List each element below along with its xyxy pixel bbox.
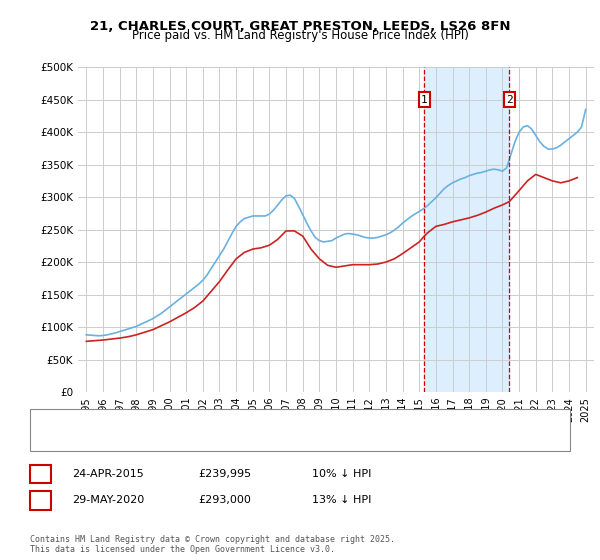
Text: £293,000: £293,000 [198,496,251,505]
Text: 1: 1 [421,95,428,105]
Text: Price paid vs. HM Land Registry's House Price Index (HPI): Price paid vs. HM Land Registry's House … [131,29,469,42]
Text: £239,995: £239,995 [198,469,251,479]
Text: Contains HM Land Registry data © Crown copyright and database right 2025.
This d: Contains HM Land Registry data © Crown c… [30,535,395,554]
Text: 29-MAY-2020: 29-MAY-2020 [72,496,144,505]
Text: 2: 2 [506,95,512,105]
Text: HPI: Average price, detached house, Leeds: HPI: Average price, detached house, Leed… [75,434,298,444]
Text: 13% ↓ HPI: 13% ↓ HPI [312,496,371,505]
Bar [424,67,509,392]
Text: ——: —— [48,432,63,446]
Text: ——: —— [48,414,63,427]
Text: 24-APR-2015: 24-APR-2015 [72,469,144,479]
Text: 21, CHARLES COURT, GREAT PRESTON, LEEDS, LS26 8FN: 21, CHARLES COURT, GREAT PRESTON, LEEDS,… [90,20,510,32]
Text: 1: 1 [37,469,44,479]
Text: 10% ↓ HPI: 10% ↓ HPI [312,469,371,479]
Text: 21, CHARLES COURT, GREAT PRESTON, LEEDS, LS26 8FN (detached house): 21, CHARLES COURT, GREAT PRESTON, LEEDS,… [75,416,466,426]
Text: 2: 2 [37,496,44,505]
